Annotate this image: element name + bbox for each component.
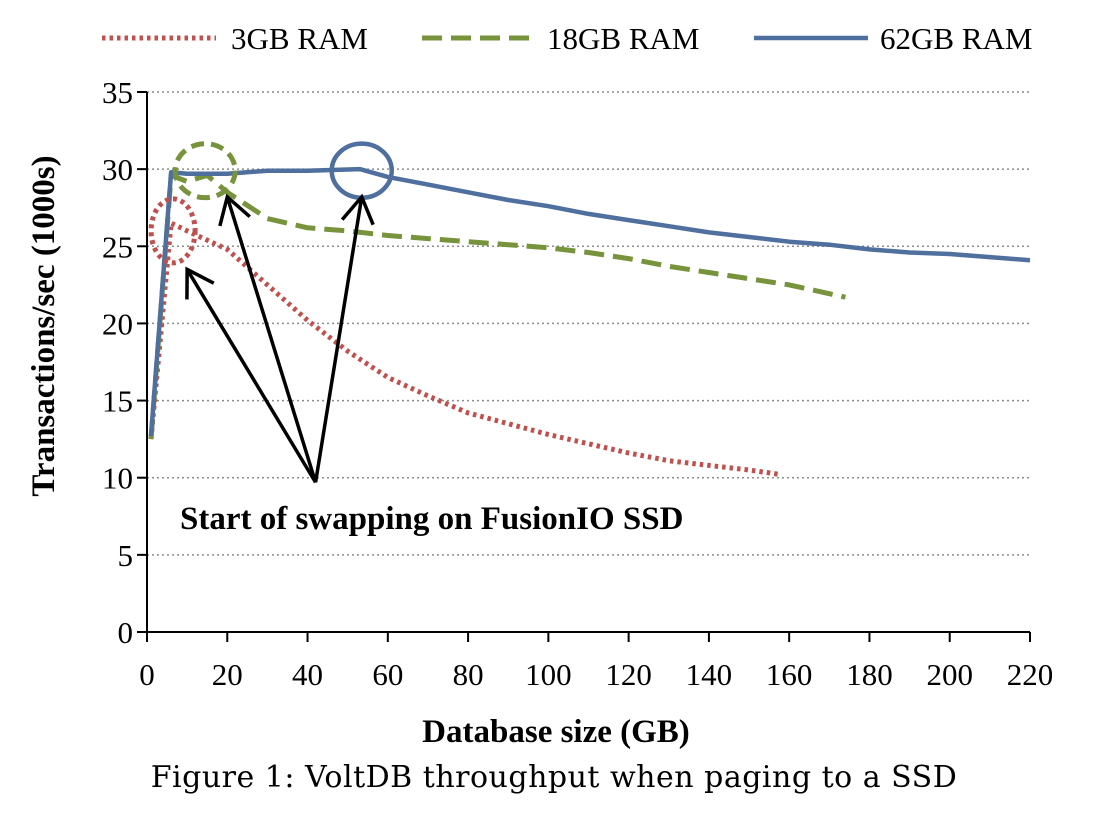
gridlines <box>147 91 1030 556</box>
y-tick-label: 5 <box>118 538 134 573</box>
y-tick-label: 15 <box>102 384 133 419</box>
chart: 0 5 10 15 20 25 30 35 0 20 40 60 80 100 120 140 160 180 2… <box>26 21 1053 750</box>
x-tick-label: 140 <box>686 657 733 692</box>
swap-marker <box>172 141 238 201</box>
annotation-arrows <box>185 193 375 484</box>
x-tick-label: 160 <box>766 657 813 692</box>
series-line-62gb-ram <box>148 166 1031 437</box>
legend-label: 62GB RAM <box>880 21 1032 56</box>
arrow-head <box>185 266 215 300</box>
y-tick-labels: 0 5 10 15 20 25 30 35 <box>102 75 133 650</box>
x-tick-label: 20 <box>212 657 243 692</box>
legend: 3GB RAM 18GB RAM 62GB RAM <box>102 21 1032 56</box>
arrow-line <box>313 196 364 483</box>
legend-label: 18GB RAM <box>547 21 699 56</box>
legend-label: 3GB RAM <box>231 21 368 56</box>
y-tick-label: 35 <box>102 75 133 110</box>
series-line-18gb-ram <box>148 172 846 440</box>
x-tick-label: 220 <box>1007 657 1054 692</box>
x-tick-label: 80 <box>453 657 484 692</box>
x-tick-labels: 0 20 40 60 80 100 120 140 160 180 200 220 <box>139 657 1053 692</box>
axes <box>137 91 1031 642</box>
y-tick-label: 0 <box>118 615 134 650</box>
y-tick-label: 10 <box>102 461 133 496</box>
arrow-line <box>225 196 318 483</box>
x-tick-label: 60 <box>372 657 403 692</box>
x-tick-label: 120 <box>605 657 652 692</box>
arrow-head <box>218 193 251 227</box>
figure-caption: Figure 1: VoltDB throughput when paging … <box>150 760 958 795</box>
series-lines <box>148 166 1031 478</box>
series-line-3gb-ram <box>148 220 782 478</box>
y-tick-label: 25 <box>102 229 133 264</box>
x-tick-label: 100 <box>525 657 572 692</box>
y-axis-title: Transactions/sec (1000s) <box>26 155 62 496</box>
x-tick-label: 180 <box>846 657 893 692</box>
y-tick-label: 20 <box>102 306 133 341</box>
x-tick-label: 200 <box>926 657 973 692</box>
swap-marker <box>148 196 198 266</box>
arrow-head <box>340 193 375 226</box>
y-tick-label: 30 <box>102 152 133 187</box>
x-tick-label: 40 <box>292 657 323 692</box>
x-axis-title: Database size (GB) <box>422 714 690 750</box>
x-tick-label: 0 <box>139 657 155 692</box>
annotation-text: Start of swapping on FusionIO SSD <box>180 501 683 537</box>
arrow-line <box>185 268 318 484</box>
